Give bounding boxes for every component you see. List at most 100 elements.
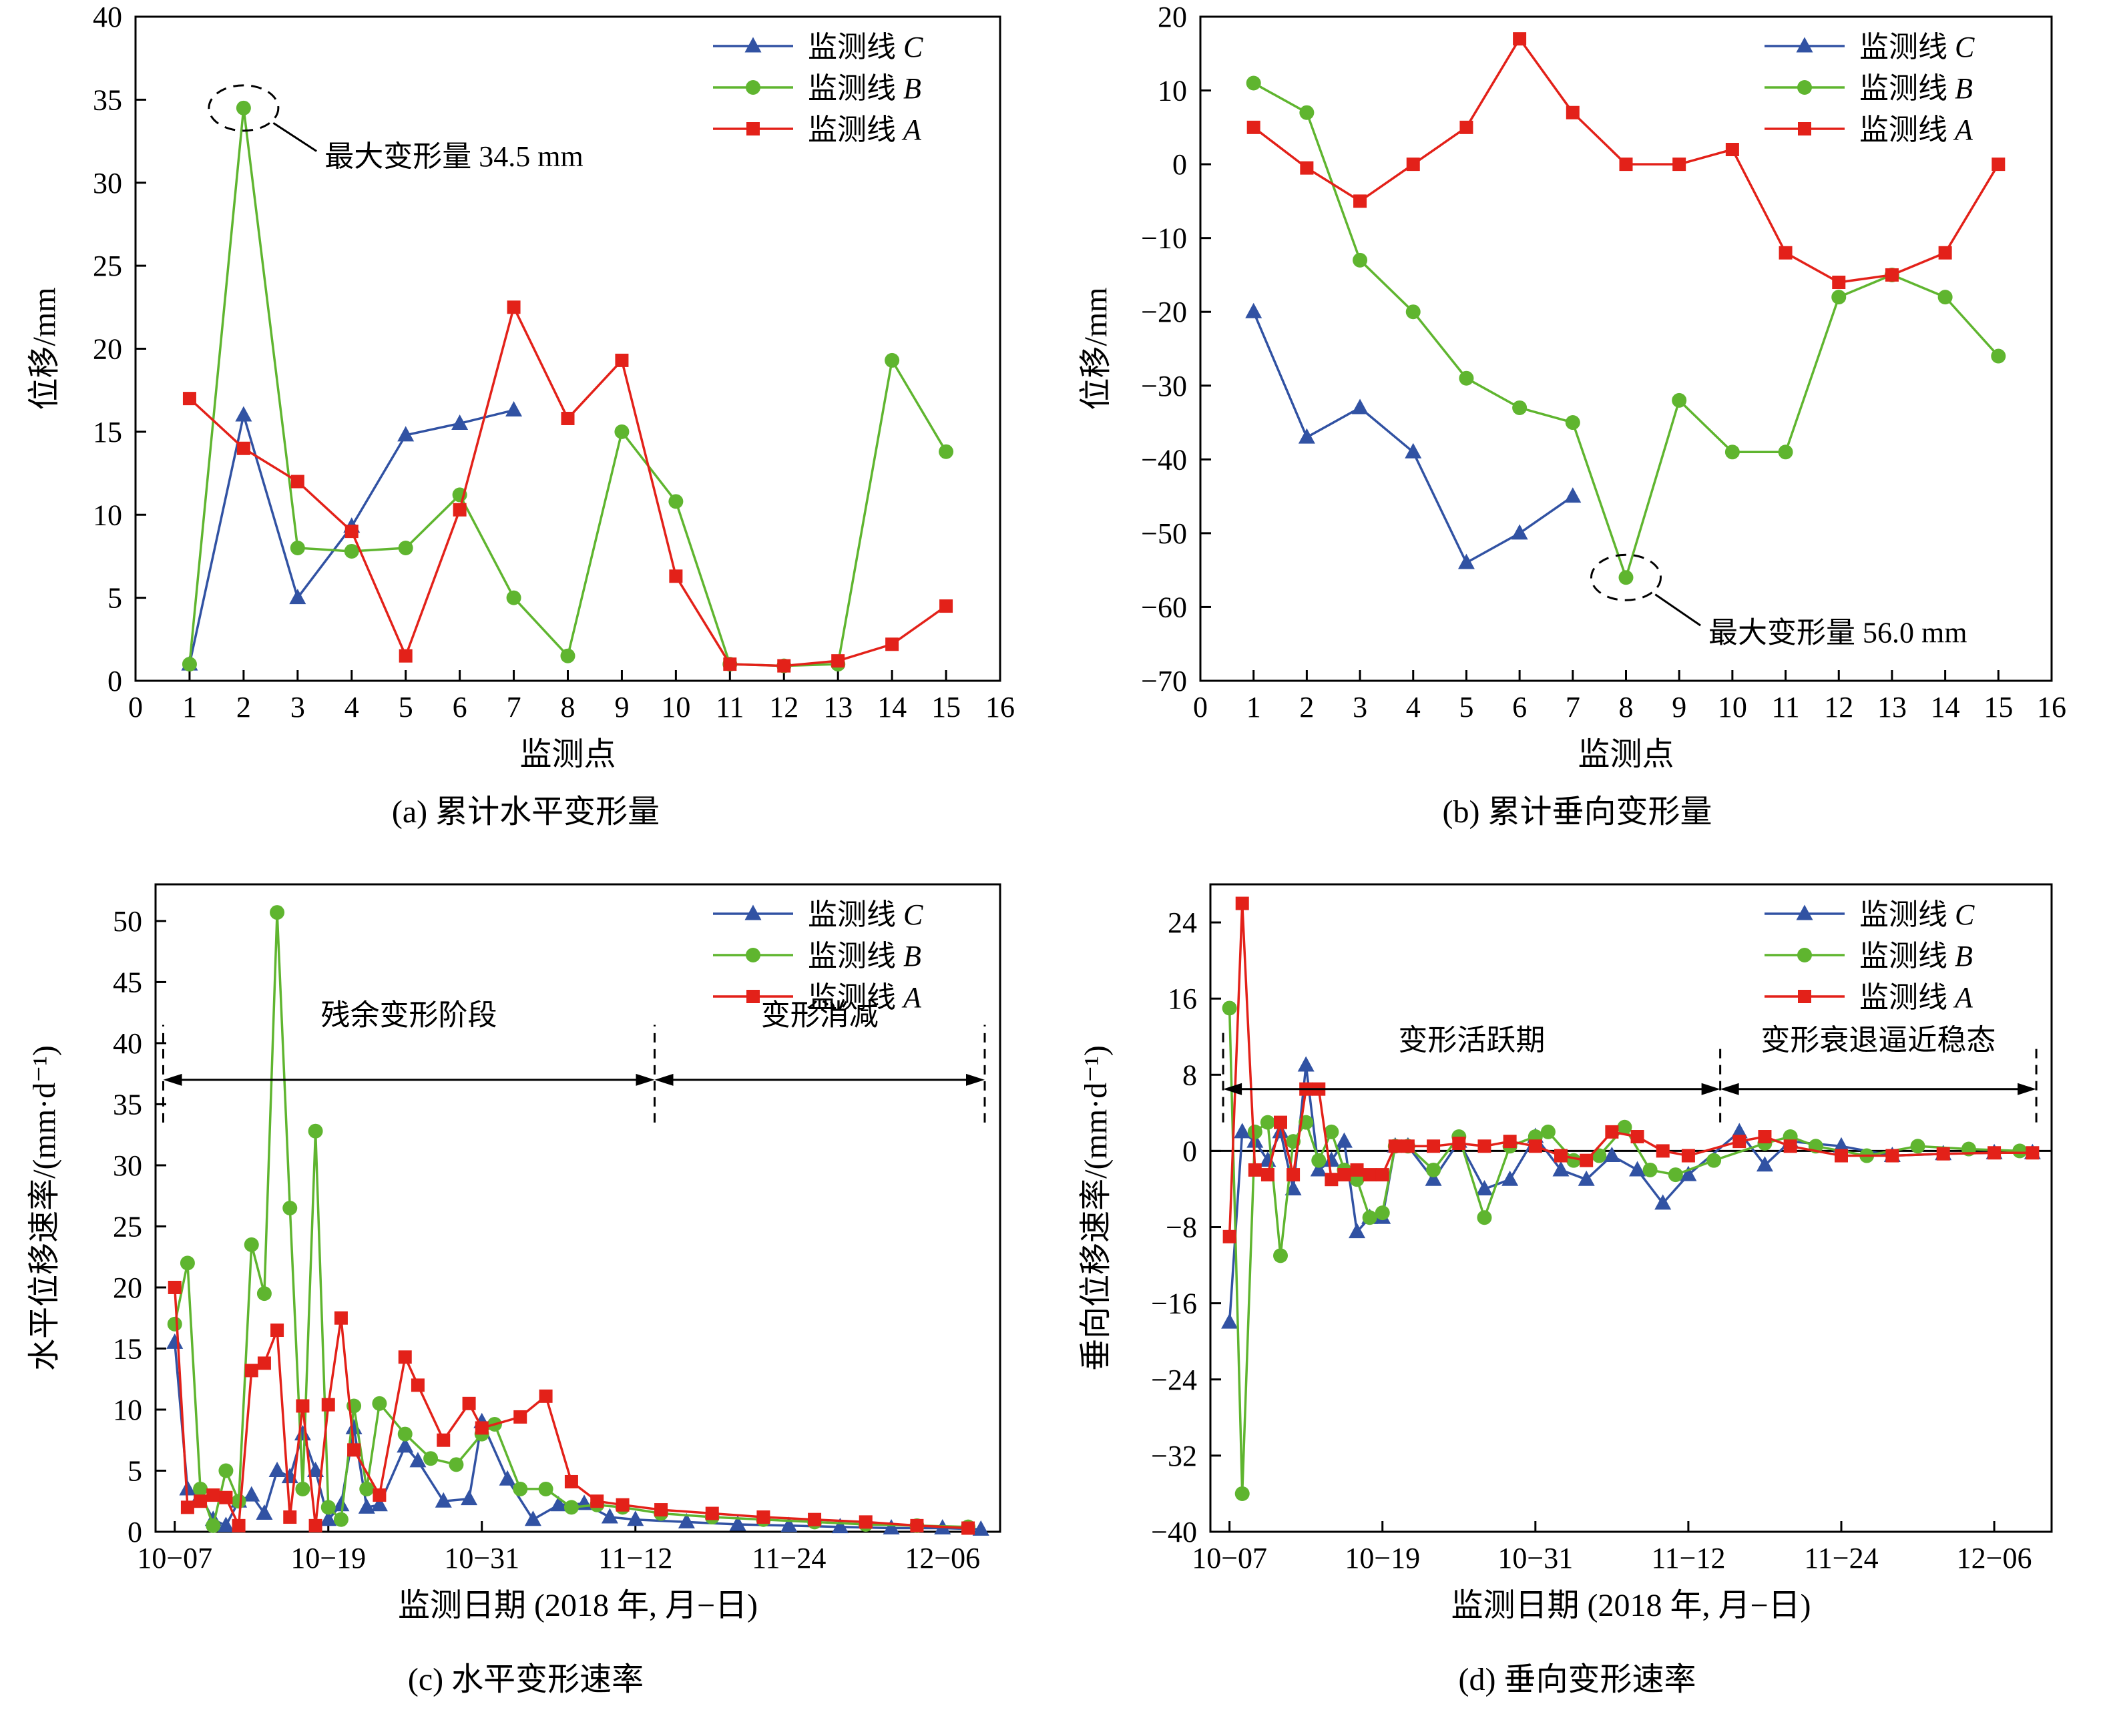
- circle-marker: [512, 1481, 527, 1496]
- x-tick-label: 10−19: [1345, 1542, 1420, 1574]
- arrowhead-icon: [1701, 1083, 1720, 1095]
- triangle-marker: [1552, 1161, 1569, 1177]
- square-marker: [1885, 1149, 1899, 1163]
- triangle-marker: [1679, 1165, 1696, 1181]
- legend-entry: 监测线 C: [712, 31, 923, 63]
- circle-marker: [1511, 400, 1527, 415]
- y-tick-label: −8: [1166, 1211, 1197, 1244]
- circle-marker: [1352, 252, 1367, 268]
- square-marker: [1375, 1168, 1389, 1182]
- x-tick-label: 10−07: [137, 1542, 212, 1574]
- x-axis-title: 监测日期 (2018 年, 月−日): [397, 1588, 757, 1623]
- square-marker: [1619, 158, 1632, 172]
- x-tick-label: 10: [661, 691, 690, 724]
- square-marker: [411, 1378, 425, 1392]
- triangle-marker: [288, 589, 306, 605]
- x-tick-label: 9: [614, 691, 629, 724]
- x-tick-label: 14: [877, 691, 907, 724]
- y-tick-label: 10: [1158, 75, 1187, 107]
- triangle-marker: [626, 1510, 644, 1526]
- square-marker: [290, 475, 304, 489]
- square-marker: [614, 353, 628, 367]
- square-marker: [1732, 1135, 1746, 1149]
- square-marker: [1681, 1149, 1695, 1163]
- square-marker: [1350, 1163, 1364, 1177]
- square-marker: [859, 1515, 873, 1529]
- circle-marker: [448, 1457, 463, 1472]
- y-tick-label: 0: [107, 665, 122, 697]
- square-marker: [1246, 120, 1260, 134]
- y-axis-title: 位移/mm: [1078, 287, 1114, 410]
- x-tick-label: 11−24: [752, 1542, 826, 1574]
- circle-marker: [884, 352, 899, 368]
- triangle-marker: [1501, 1170, 1518, 1186]
- square-marker: [961, 1521, 975, 1535]
- square-marker: [334, 1311, 348, 1325]
- square-marker: [1286, 1168, 1300, 1182]
- x-tick-label: 12−06: [905, 1542, 980, 1574]
- arrowhead-icon: [965, 1073, 985, 1086]
- square-marker: [1503, 1135, 1517, 1149]
- triangle-marker: [371, 1496, 388, 1512]
- triangle-marker: [1220, 1313, 1238, 1329]
- y-axis-title: 水平位移速率/(mm·d⁻¹): [27, 1045, 62, 1371]
- circle-marker: [344, 543, 359, 559]
- chart-b-caption: (b) 累计垂向变形量: [1442, 794, 1712, 830]
- circle-marker: [560, 648, 575, 663]
- square-marker: [1834, 1149, 1848, 1163]
- square-marker: [513, 1410, 527, 1424]
- triangle-marker: [883, 1519, 900, 1535]
- square-marker: [564, 1474, 578, 1488]
- circle-marker: [506, 590, 521, 605]
- triangle-marker: [396, 1437, 413, 1453]
- stage-label: 变形消减: [760, 998, 878, 1031]
- legend-circle-marker: [745, 80, 760, 95]
- legend-label: 监测线 A: [808, 981, 922, 1014]
- legend-square-marker: [746, 990, 760, 1003]
- square-marker: [1353, 194, 1367, 208]
- square-marker: [1235, 896, 1249, 910]
- square-marker: [1512, 32, 1526, 46]
- legend-circle-marker: [1797, 948, 1812, 962]
- x-tick-label: 4: [1405, 691, 1420, 724]
- triangle-marker: [729, 1515, 746, 1531]
- square-marker: [668, 569, 682, 583]
- triangle-marker: [358, 1498, 375, 1514]
- square-marker: [507, 300, 521, 314]
- x-tick-label: 11: [716, 691, 744, 724]
- y-tick-label: 30: [93, 167, 122, 200]
- circle-marker: [1246, 75, 1261, 91]
- legend-entry: 监测线 A: [712, 113, 922, 146]
- y-tick-label: 5: [107, 582, 122, 615]
- legend-label: 监测线 C: [1859, 898, 1975, 931]
- y-tick-label: 50: [113, 905, 142, 938]
- circle-marker: [1247, 1124, 1262, 1139]
- arrowhead-icon: [636, 1073, 654, 1086]
- square-marker: [1579, 1153, 1593, 1167]
- square-marker: [232, 1518, 246, 1532]
- series-square: [1222, 896, 2039, 1243]
- series-square: [168, 1280, 975, 1535]
- circle-marker: [1616, 1119, 1632, 1135]
- circle-marker: [1476, 1210, 1491, 1225]
- triangle-marker: [1654, 1194, 1671, 1210]
- y-tick-label: 25: [93, 250, 122, 282]
- circle-marker: [333, 1512, 348, 1527]
- x-tick-label: 0: [128, 691, 143, 724]
- circle-marker: [1311, 1153, 1326, 1168]
- square-marker: [206, 1488, 220, 1502]
- x-tick-label: 11−24: [1804, 1542, 1878, 1574]
- square-marker: [939, 599, 953, 613]
- square-marker: [1783, 1139, 1797, 1153]
- triangle-marker: [1348, 1223, 1365, 1239]
- legend-label: 监测线 C: [1859, 31, 1975, 63]
- circle-marker: [290, 541, 305, 555]
- triangle-marker: [1628, 1161, 1646, 1177]
- circle-marker: [1831, 290, 1846, 305]
- triangle-marker: [319, 1510, 336, 1526]
- square-marker: [295, 1399, 309, 1413]
- legend-entry: 监测线 C: [1764, 31, 1975, 63]
- square-marker: [2025, 1146, 2039, 1160]
- x-tick-label: 12: [1824, 691, 1853, 724]
- circle-marker: [308, 1123, 323, 1139]
